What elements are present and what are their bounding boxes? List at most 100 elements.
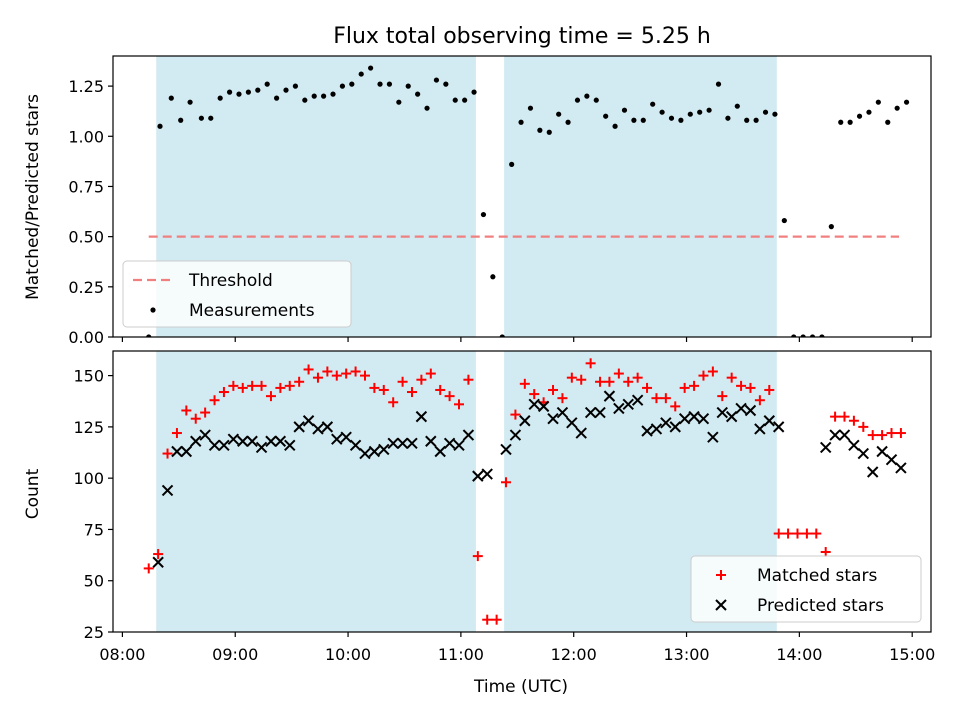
measurement-point	[885, 119, 891, 125]
marker-stroke	[368, 445, 381, 458]
measurement-point	[480, 211, 487, 218]
measurement-point	[415, 91, 421, 97]
matched-star-marker	[228, 380, 239, 391]
marker-stroke	[472, 470, 484, 482]
matched-star-marker	[416, 374, 427, 385]
marker-stroke	[556, 406, 569, 419]
marker-stroke	[425, 435, 437, 447]
marker-stroke	[161, 484, 174, 497]
matched-star-marker	[858, 421, 869, 432]
measurement-point	[236, 91, 242, 97]
predicted-star-marker	[462, 429, 475, 441]
measurement-point	[283, 87, 289, 93]
predicted-star-marker	[293, 421, 305, 433]
matched-star-marker	[491, 614, 502, 625]
marker-stroke	[744, 404, 757, 417]
measurement-point	[443, 81, 449, 87]
marker-stroke	[603, 390, 616, 402]
matched-star-marker	[369, 382, 380, 393]
predicted-star-marker	[641, 425, 653, 437]
measurement-point	[706, 107, 712, 113]
predicted-star-marker	[631, 394, 644, 406]
measurement-point	[452, 97, 458, 103]
predicted-star-marker	[425, 435, 437, 447]
predicted-star-marker	[180, 445, 193, 458]
measurement-point	[321, 93, 327, 99]
marker-stroke	[396, 437, 409, 450]
marker-stroke	[688, 410, 700, 423]
marker-stroke	[293, 421, 305, 433]
predicted-star-marker	[255, 441, 268, 454]
matched-star-marker	[548, 384, 559, 395]
matched-star-marker	[632, 372, 643, 383]
predicted-star-marker	[707, 431, 719, 443]
matched-star-marker	[397, 376, 408, 387]
matched-star-marker	[256, 380, 267, 391]
measurement-point	[556, 111, 562, 117]
marker-stroke	[829, 429, 841, 441]
measurement-point	[725, 115, 731, 121]
predicted-star-marker	[472, 470, 484, 482]
predicted-star-marker	[650, 423, 663, 435]
predicted-star-marker	[838, 429, 851, 441]
measurement-point	[612, 123, 618, 129]
measurement-point	[377, 81, 383, 87]
measurement-point	[386, 81, 393, 87]
marker-stroke	[631, 394, 644, 406]
predicted-star-marker	[396, 437, 409, 450]
marker-stroke	[660, 417, 672, 429]
predicted-star-marker	[819, 441, 832, 454]
marker-stroke	[876, 445, 888, 458]
predicted-star-marker	[387, 437, 399, 450]
marker-stroke	[453, 439, 465, 452]
measurement-point	[828, 224, 834, 230]
measurement-point	[546, 129, 552, 135]
measurement-point	[537, 127, 543, 133]
marker-stroke	[284, 439, 296, 452]
marker-stroke	[331, 433, 343, 445]
predicted-star-marker	[453, 439, 465, 452]
marker-stroke	[537, 400, 550, 413]
matched-star-marker	[331, 370, 342, 381]
measurement-point	[809, 334, 816, 337]
predicted-star-marker	[603, 390, 616, 402]
matched-star-marker	[472, 551, 483, 562]
marker-stroke	[725, 410, 738, 423]
predicted-star-marker	[866, 466, 879, 478]
marker-stroke	[857, 447, 870, 460]
measurement-point	[146, 334, 152, 337]
measurement-point	[198, 115, 204, 121]
measurement-point	[781, 217, 787, 224]
measurement-point	[168, 95, 174, 101]
measurement-point	[659, 109, 665, 115]
measurement-point	[208, 115, 214, 121]
legend: Threshold Measurements	[122, 260, 352, 328]
top-panel: 0.00 0.25 0.50 0.75 1.00 1.25 Threshold Measure…	[68, 55, 932, 347]
matched-star-marker	[143, 563, 154, 574]
marker-stroke	[199, 429, 211, 441]
predicted-star-marker	[443, 437, 456, 450]
matched-star-marker	[341, 368, 352, 379]
legend-label: Predicted stars	[757, 596, 884, 616]
matched-star-marker	[482, 614, 493, 625]
measurement-point	[217, 95, 223, 101]
y-tick-label: 125	[73, 418, 104, 437]
measurement-point	[753, 117, 759, 123]
marker-stroke	[208, 439, 221, 452]
legend-label: Measurements	[189, 301, 315, 321]
predicted-star-marker	[594, 406, 606, 419]
matched-star-marker	[613, 368, 624, 379]
marker-stroke	[227, 433, 240, 445]
marker-stroke	[707, 431, 719, 443]
measurement-point	[499, 334, 505, 337]
matched-star-marker	[237, 382, 248, 393]
predicted-star-marker	[378, 443, 390, 456]
measurement-point	[433, 77, 440, 83]
matched-star-marker	[190, 413, 201, 424]
predicted-star-marker	[725, 410, 738, 423]
matched-star-marker	[651, 393, 662, 404]
matched-star-marker	[350, 366, 361, 377]
matched-star-marker	[830, 411, 841, 422]
matched-star-marker	[284, 380, 295, 391]
